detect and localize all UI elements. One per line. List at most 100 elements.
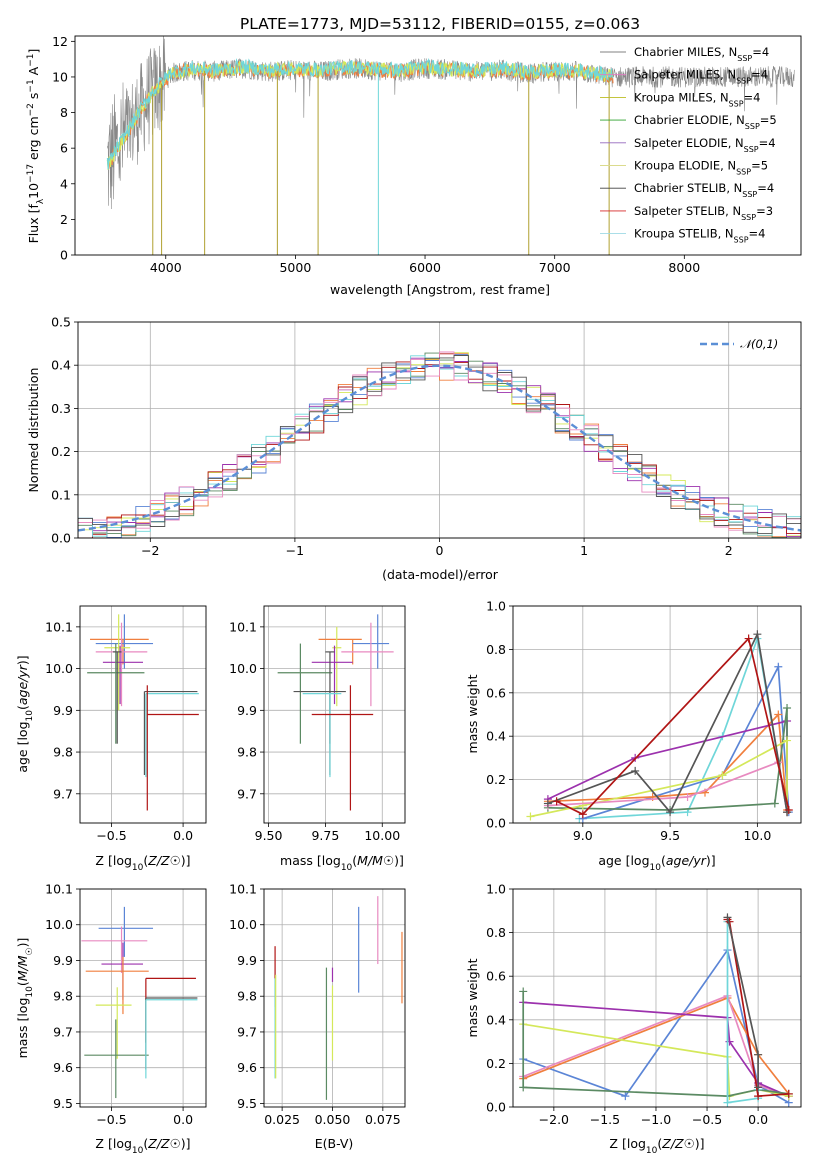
legend-sub: SSP xyxy=(734,235,749,244)
y-tick-label: 0.0 xyxy=(486,1100,506,1115)
label-part: [log xyxy=(317,853,341,868)
label-part: −17 xyxy=(26,164,36,183)
weight-marker xyxy=(783,736,792,745)
legend-sub: SSP xyxy=(744,144,759,153)
y-tick-label: 0.6 xyxy=(486,969,506,984)
x-tick-label: 0 xyxy=(436,543,444,558)
x-axis-label: E(B-V) xyxy=(315,1136,354,1151)
x-tick-label: 0.0 xyxy=(173,1112,193,1127)
mass-vs-EBV-plot xyxy=(274,896,403,1100)
weight-marker xyxy=(754,1092,763,1101)
label-part: age [log xyxy=(15,721,30,772)
label-part: Z xyxy=(95,1136,108,1151)
axes-frame xyxy=(512,605,802,824)
label-part: [log xyxy=(108,853,132,868)
x-tick-label: 7000 xyxy=(539,260,571,275)
weight-marker xyxy=(631,766,640,775)
weight-marker xyxy=(621,1092,630,1101)
y-tick-label: 9.5 xyxy=(53,1096,73,1111)
legend-nssp: =4 xyxy=(752,45,769,59)
legend-entry: Chabrier MILES, NSSP=4 xyxy=(634,45,769,63)
legend-sub: SSP xyxy=(737,54,752,63)
x-axis-label: (data-model)/error xyxy=(382,567,499,582)
legend-entry: Chabrier ELODIE, NSSP=5 xyxy=(634,113,777,131)
y-tick-label: 9.7 xyxy=(53,786,73,801)
label-part: Flux [f xyxy=(26,204,41,244)
label-part: erg cm xyxy=(26,116,41,164)
label-part: ☉ xyxy=(25,947,35,955)
label-part: ( xyxy=(352,853,357,868)
legend-nssp: =5 xyxy=(760,113,777,127)
y-tick-label: 0.8 xyxy=(486,925,506,940)
label-part: Z/Z☉ xyxy=(661,1136,695,1151)
weight-marker xyxy=(552,797,561,806)
label-part: 10 xyxy=(646,1146,658,1156)
label-part: ( xyxy=(657,1136,662,1151)
y-tick-label: 0.5 xyxy=(51,315,71,330)
label-part: )] xyxy=(181,1136,191,1151)
label-part: −1 xyxy=(26,79,36,92)
weight-marker xyxy=(718,771,727,780)
weight-marker xyxy=(519,1083,528,1092)
weight-series xyxy=(522,996,790,1095)
normal-curve xyxy=(78,364,801,532)
x-axis-label: mass [log10(M/M☉)] xyxy=(280,853,404,873)
axes-frame xyxy=(263,605,406,824)
axes-frame xyxy=(74,35,802,256)
weight-vs-age-axes: 9.0 9.5 10.0 0.0 0.2 0.4 0.6 0.8 1.0 xyxy=(486,599,802,843)
weight-marker xyxy=(753,630,762,639)
y-tick-label: 9.8 xyxy=(53,745,73,760)
y-tick-label: 0.0 xyxy=(51,531,71,546)
y-tick-label: 1.0 xyxy=(486,882,506,897)
legend-label: Salpeter ELODIE, N xyxy=(634,136,744,150)
x-axis-label: Z [log10(Z/Z☉)] xyxy=(609,1136,704,1156)
label-part: ( xyxy=(661,853,666,868)
legend-entry: Kroupa MILES, NSSP=4 xyxy=(634,90,760,108)
label-part: ( xyxy=(15,705,30,710)
legend-sub: SSP xyxy=(729,99,744,108)
x-axis-label: Z [log10(Z/Z☉)] xyxy=(95,1136,190,1156)
age-vs-Z-axes: −0.5 0.0 9.7 9.8 9.9 10.0 10.1 xyxy=(45,605,207,843)
legend-entry: 𝒩(0,1) xyxy=(740,337,778,351)
label-part: ( xyxy=(143,853,148,868)
label-part: Z/Z☉ xyxy=(147,1136,181,1151)
x-tick-label: 8000 xyxy=(668,260,700,275)
age-vs-Z-plot xyxy=(87,614,199,811)
label-part: Z/Z☉ xyxy=(147,853,181,868)
label-part: mass [log xyxy=(15,998,30,1059)
y-tick-label: 0.1 xyxy=(51,487,71,502)
weight-vs-Z-plot xyxy=(519,913,793,1107)
residual-legend: 𝒩(0,1) xyxy=(700,337,778,351)
y-tick-label: 9.7 xyxy=(53,1024,73,1039)
x-tick-label: 9.5 xyxy=(660,828,680,843)
x-axis-label: age [log10(age/yr)] xyxy=(598,853,715,873)
x-tick-label: 0.0 xyxy=(173,828,193,843)
y-tick-label: 9.9 xyxy=(237,703,257,718)
spectrum-plot xyxy=(106,36,795,255)
label-part: age/yr xyxy=(15,664,30,705)
label-part: 10 xyxy=(25,986,35,998)
legend-sub: SSP xyxy=(736,167,751,176)
y-tick-label: 10.1 xyxy=(229,619,257,634)
label-part: M/M☉ xyxy=(357,853,394,868)
label-part: ( xyxy=(15,981,30,986)
label-part: )] xyxy=(695,1136,705,1151)
legend-label: Salpeter STELIB, N xyxy=(634,204,741,218)
label-part: 10 xyxy=(25,710,35,722)
x-axis-label: wavelength [Angstrom, rest frame] xyxy=(330,282,550,297)
y-tick-label: 9.5 xyxy=(237,1096,257,1111)
legend-sub: SSP xyxy=(741,212,756,221)
legend-entry: Kroupa STELIB, NSSP=4 xyxy=(634,227,765,245)
legend-entry: Salpeter MILES, NSSP=4 xyxy=(634,68,768,86)
y-tick-label: 9.9 xyxy=(53,703,73,718)
axes-frame xyxy=(79,888,207,1108)
legend-nssp: =4 xyxy=(751,68,768,82)
residual-histogram xyxy=(78,355,801,538)
x-tick-label: 9.50 xyxy=(255,828,283,843)
x-tick-label: 0.025 xyxy=(264,1112,300,1127)
label-part: 10 xyxy=(26,183,41,199)
mass-vs-Z-axes: −0.5 0.0 9.5 9.6 9.7 9.8 9.9 10.0 10.1 xyxy=(45,882,207,1127)
weight-marker xyxy=(784,1089,793,1098)
x-tick-label: −1.5 xyxy=(590,1112,620,1127)
y-tick-label: 6 xyxy=(60,141,68,156)
